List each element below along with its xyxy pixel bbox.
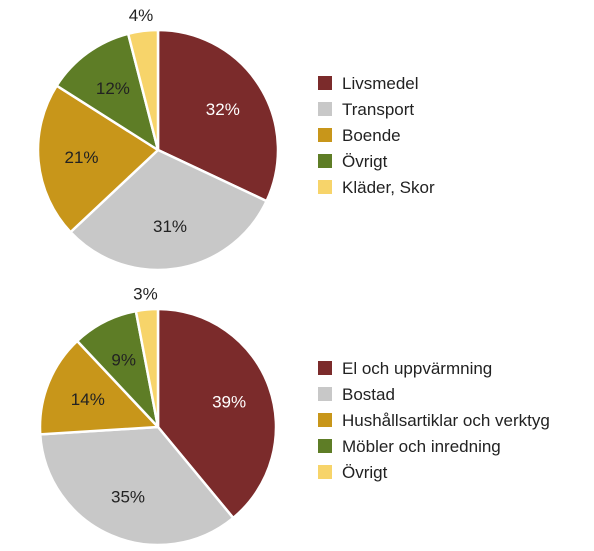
legend-label: Bostad <box>342 385 395 404</box>
legend-swatch <box>318 154 332 168</box>
slice-label: 39% <box>212 392 246 411</box>
pie-slice <box>36 84 160 234</box>
slice-label: 32% <box>206 100 240 119</box>
legend-label: Övrigt <box>342 463 388 482</box>
slice-label: 35% <box>111 487 145 506</box>
slice-label: 9% <box>111 351 136 370</box>
legend-swatch <box>318 387 332 401</box>
pie-slice <box>38 425 235 547</box>
legend-swatch <box>318 180 332 194</box>
pie-slice <box>156 28 280 203</box>
pie-chart-housing: 39% 35% 14% 9% 3% <box>38 285 278 547</box>
legend-label: Transport <box>342 100 414 119</box>
legend-swatch <box>318 76 332 90</box>
slice-label: 12% <box>96 79 130 98</box>
legend-housing: El och uppvärmning Bostad Hushållsartiklar… <box>318 359 550 482</box>
legend-expenses: Livsmedel Transport Boende Övrigt Kläder, Sk… <box>318 74 435 197</box>
legend-label: El och uppvärmning <box>342 359 492 378</box>
slice-label: 3% <box>133 285 158 304</box>
pie-slice <box>38 339 160 436</box>
slice-label: 4% <box>129 6 154 25</box>
legend-label: Boende <box>342 126 401 145</box>
legend-swatch <box>318 439 332 453</box>
legend-swatch <box>318 413 332 427</box>
pie-slice <box>156 307 278 520</box>
pie-slice <box>126 28 160 152</box>
slice-label: 21% <box>64 148 98 167</box>
slice-label: 14% <box>71 390 105 409</box>
legend-swatch <box>318 102 332 116</box>
pie-slice <box>55 32 160 152</box>
pie-chart-expenses: 32% 31% 21% 12% 4% <box>36 6 280 272</box>
legend-label: Hushållsartiklar och verktyg <box>342 411 550 430</box>
slice-label: 31% <box>153 217 187 236</box>
legend-label: Kläder, Skor <box>342 178 435 197</box>
legend-label: Övrigt <box>342 152 388 171</box>
legend-label: Livsmedel <box>342 74 419 93</box>
legend-label: Möbler och inredning <box>342 437 501 456</box>
legend-swatch <box>318 465 332 479</box>
legend-swatch <box>318 361 332 375</box>
pie-slice <box>134 307 160 429</box>
pie-slice <box>69 148 268 272</box>
legend-swatch <box>318 128 332 142</box>
